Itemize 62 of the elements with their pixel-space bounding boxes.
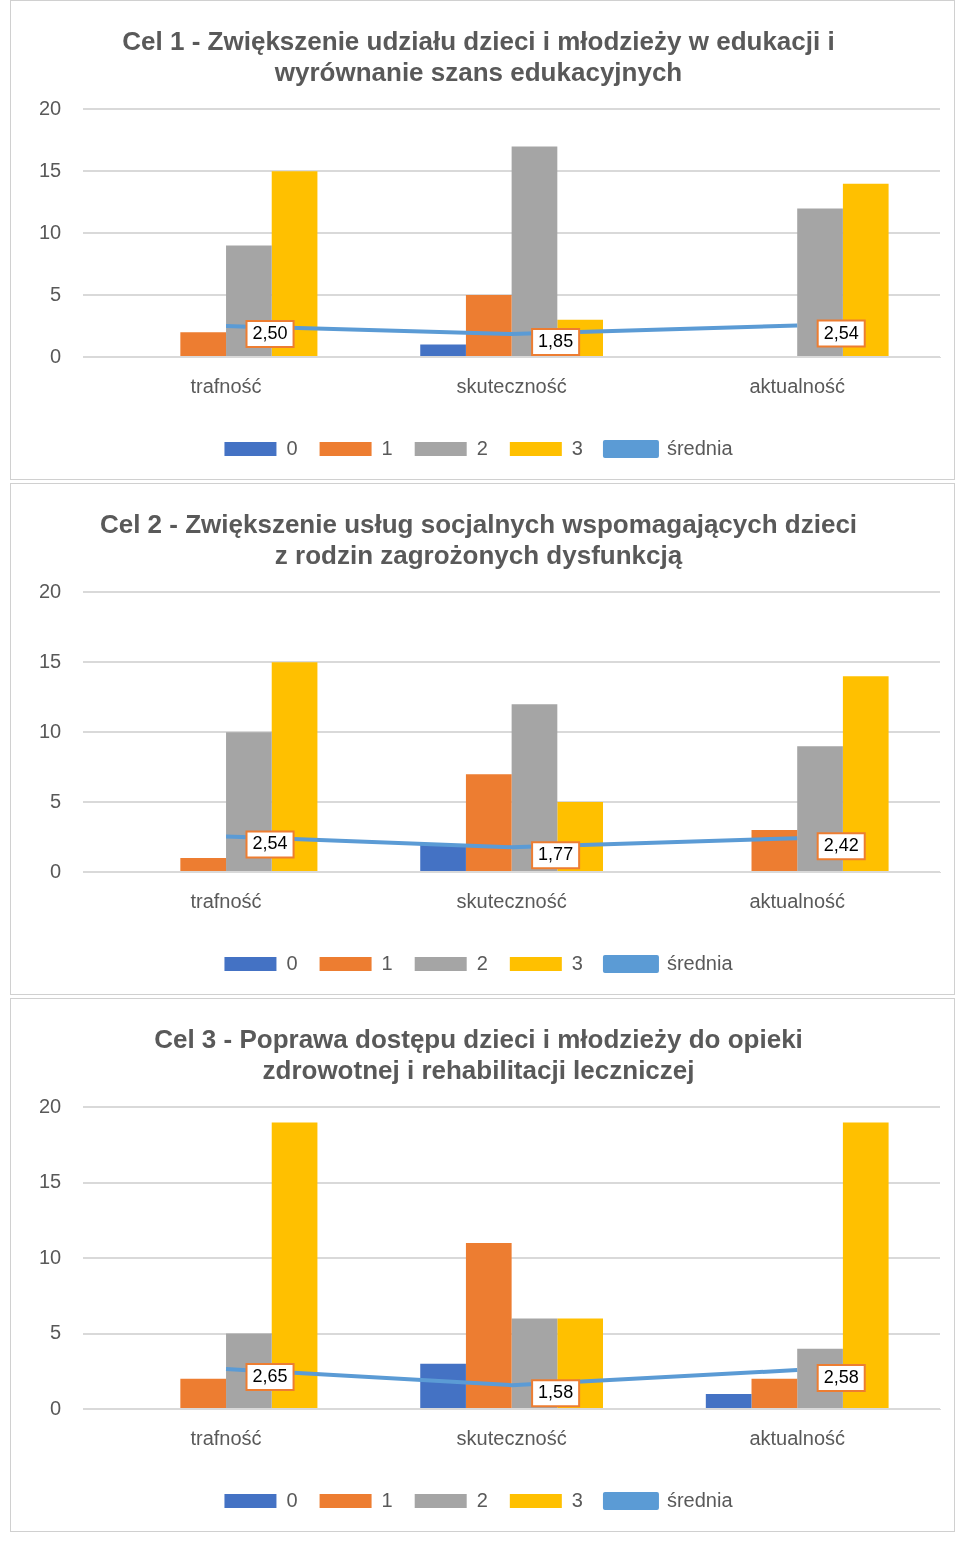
bar bbox=[465, 774, 512, 871]
legend-label: 0 bbox=[286, 951, 298, 974]
y-tick-label: 10 bbox=[39, 220, 62, 243]
bar bbox=[420, 1363, 466, 1408]
legend-label: 3 bbox=[571, 436, 583, 459]
data-label: 2,50 bbox=[252, 323, 288, 344]
bar bbox=[705, 1393, 752, 1408]
data-label: 1,58 bbox=[538, 1382, 574, 1403]
y-tick-label: 5 bbox=[50, 1321, 62, 1344]
y-tick-label: 15 bbox=[39, 158, 62, 181]
y-tick-label: 15 bbox=[39, 1170, 62, 1193]
bar bbox=[420, 844, 466, 871]
y-tick-label: 0 bbox=[50, 344, 62, 367]
legend-label: 2 bbox=[476, 951, 488, 974]
legend-label: 0 bbox=[286, 436, 298, 459]
legend-label: średnia bbox=[666, 951, 734, 974]
data-label: 2,54 bbox=[823, 322, 859, 343]
bar bbox=[420, 344, 466, 356]
data-label: 2,42 bbox=[823, 835, 859, 856]
legend-label: średnia bbox=[666, 436, 734, 459]
data-label: 2,58 bbox=[823, 1367, 859, 1388]
bar bbox=[465, 1243, 512, 1408]
x-tick-label: skuteczność bbox=[456, 1426, 567, 1449]
legend-label: 0 bbox=[286, 1488, 298, 1511]
bar bbox=[465, 295, 512, 356]
legend-label: 2 bbox=[476, 436, 488, 459]
chart-title: Cel 1 - Zwiększenie udziału dzieci i młodzieży w edukacji i wyrównanie szans edukacyjnych bbox=[122, 25, 835, 87]
legend-label: 2 bbox=[476, 1488, 488, 1511]
data-label: 2,65 bbox=[252, 1366, 288, 1387]
bar bbox=[751, 1378, 798, 1408]
x-tick-label: skuteczność bbox=[456, 889, 567, 912]
y-tick-label: 20 bbox=[39, 579, 62, 602]
legend-label: 1 bbox=[381, 436, 393, 459]
y-tick-label: 20 bbox=[39, 96, 62, 119]
x-tick-label: trafność bbox=[190, 889, 262, 912]
legend-label: 3 bbox=[571, 951, 583, 974]
legend-label: 3 bbox=[571, 1488, 583, 1511]
chart-title: Cel 3 - Poprawa dostępu dzieci i młodzieży do opieki zdrowotnej i rehabilitacji leczniczej bbox=[154, 1023, 803, 1085]
y-tick-label: 5 bbox=[50, 789, 62, 812]
data-label: 1,77 bbox=[538, 844, 574, 865]
x-tick-label: aktualność bbox=[749, 1426, 846, 1449]
data-label: 2,54 bbox=[252, 833, 288, 854]
y-tick-label: 20 bbox=[39, 1094, 62, 1117]
y-tick-label: 15 bbox=[39, 649, 62, 672]
y-tick-label: 10 bbox=[39, 1245, 62, 1268]
data-label: 1,85 bbox=[538, 331, 574, 352]
x-tick-label: skuteczność bbox=[456, 374, 567, 397]
y-tick-label: 5 bbox=[50, 282, 62, 305]
y-tick-label: 0 bbox=[50, 1396, 62, 1419]
x-tick-label: aktualność bbox=[749, 374, 846, 397]
x-tick-label: trafność bbox=[190, 1426, 262, 1449]
legend-label: średnia bbox=[666, 1488, 734, 1511]
bar bbox=[180, 1378, 227, 1408]
legend-label: 1 bbox=[381, 1488, 393, 1511]
chart-title: Cel 2 - Zwiększenie usług socjalnych wspomagających dzieci z rodzin zagrożonych dysfunkcją bbox=[99, 508, 858, 570]
y-tick-label: 0 bbox=[50, 859, 62, 882]
x-tick-label: aktualność bbox=[749, 889, 846, 912]
x-tick-label: trafność bbox=[190, 374, 262, 397]
bar bbox=[180, 332, 227, 356]
bar bbox=[180, 858, 227, 871]
legend-label: 1 bbox=[381, 951, 393, 974]
y-tick-label: 10 bbox=[39, 719, 62, 742]
